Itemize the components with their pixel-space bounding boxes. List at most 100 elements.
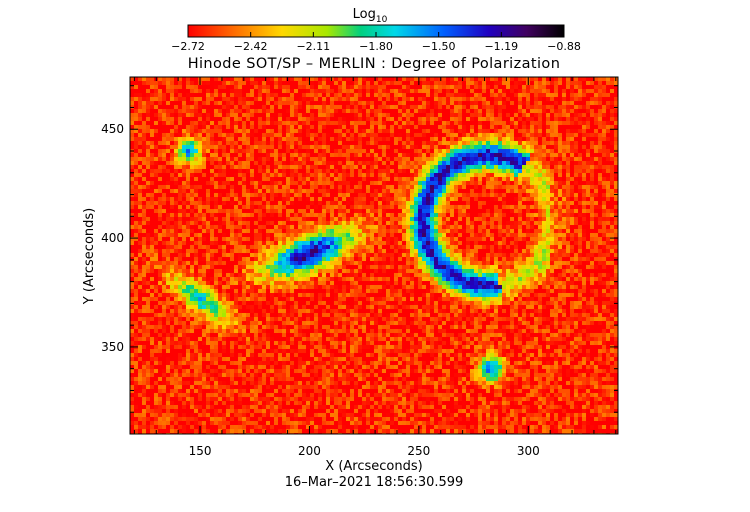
heatmap-cell xyxy=(482,237,487,242)
heatmap-cell xyxy=(458,237,463,242)
heatmap-cell xyxy=(262,217,267,222)
heatmap-cell xyxy=(586,133,591,138)
heatmap-cell xyxy=(414,145,419,150)
heatmap-cell xyxy=(190,193,195,198)
heatmap-cell xyxy=(390,81,395,86)
heatmap-cell xyxy=(346,213,351,218)
heatmap-cell xyxy=(250,105,255,110)
heatmap-cell xyxy=(418,141,423,146)
heatmap-cell xyxy=(326,233,331,238)
heatmap-cell xyxy=(342,117,347,122)
heatmap-cell xyxy=(382,97,387,102)
heatmap-cell xyxy=(426,97,431,102)
heatmap-cell xyxy=(226,197,231,202)
heatmap-cell xyxy=(274,125,279,130)
heatmap-cell xyxy=(502,137,507,142)
heatmap-cell xyxy=(426,137,431,142)
heatmap-cell xyxy=(262,81,267,86)
heatmap-cell xyxy=(414,125,419,130)
heatmap-cell xyxy=(558,225,563,230)
heatmap-cell xyxy=(490,89,495,94)
heatmap-cell xyxy=(382,129,387,134)
heatmap-cell xyxy=(274,81,279,86)
heatmap-cell xyxy=(350,125,355,130)
heatmap-cell xyxy=(602,125,607,130)
heatmap-cell xyxy=(474,181,479,186)
heatmap-cell xyxy=(310,105,315,110)
heatmap-cell xyxy=(550,193,555,198)
heatmap-cell xyxy=(214,209,219,214)
heatmap-cell xyxy=(270,85,275,90)
heatmap-cell xyxy=(146,221,151,226)
heatmap-cell xyxy=(202,141,207,146)
heatmap-cell xyxy=(594,189,599,194)
heatmap-cell xyxy=(290,225,295,230)
heatmap-cell xyxy=(282,185,287,190)
heatmap-cell xyxy=(598,217,603,222)
heatmap-cell xyxy=(178,169,183,174)
heatmap-cell xyxy=(342,221,347,226)
heatmap-cell xyxy=(574,81,579,86)
heatmap-cell xyxy=(538,93,543,98)
heatmap-cell xyxy=(438,233,443,238)
heatmap-cell xyxy=(594,113,599,118)
heatmap-cell xyxy=(418,233,423,238)
heatmap-cell xyxy=(290,161,295,166)
heatmap-cell xyxy=(270,133,275,138)
heatmap-cell xyxy=(362,229,367,234)
heatmap-cell xyxy=(238,105,243,110)
heatmap-cell xyxy=(338,89,343,94)
heatmap-cell xyxy=(338,217,343,222)
heatmap-cell xyxy=(174,217,179,222)
heatmap-cell xyxy=(442,141,447,146)
heatmap-cell xyxy=(154,193,159,198)
heatmap-cell xyxy=(550,221,555,226)
heatmap-cell xyxy=(446,181,451,186)
heatmap-cell xyxy=(226,145,231,150)
heatmap-cell xyxy=(294,237,299,242)
heatmap-cell xyxy=(438,145,443,150)
heatmap-cell xyxy=(266,193,271,198)
heatmap-cell xyxy=(362,117,367,122)
heatmap-cell xyxy=(410,209,415,214)
heatmap-cell xyxy=(218,233,223,238)
heatmap-cell xyxy=(470,177,475,182)
heatmap-cell xyxy=(574,189,579,194)
heatmap-cell xyxy=(446,169,451,174)
heatmap-cell xyxy=(426,229,431,234)
heatmap-cell xyxy=(186,85,191,90)
heatmap-cell xyxy=(438,113,443,118)
heatmap-cell xyxy=(194,133,199,138)
heatmap-cell xyxy=(550,225,555,230)
heatmap-cell xyxy=(458,185,463,190)
heatmap-cell xyxy=(306,197,311,202)
heatmap-cell xyxy=(182,121,187,126)
heatmap-cell xyxy=(274,129,279,134)
heatmap-cell xyxy=(206,189,211,194)
heatmap-cell xyxy=(530,113,535,118)
heatmap-cell xyxy=(182,89,187,94)
heatmap-cell xyxy=(314,177,319,182)
heatmap-cell xyxy=(594,129,599,134)
heatmap-cell xyxy=(378,177,383,182)
heatmap-cell xyxy=(558,189,563,194)
heatmap-cell xyxy=(506,133,511,138)
heatmap-cell xyxy=(190,149,195,154)
heatmap-cell xyxy=(494,85,499,90)
heatmap-cell xyxy=(350,169,355,174)
heatmap-cell xyxy=(470,217,475,222)
heatmap-cell xyxy=(610,161,615,166)
heatmap-cell xyxy=(458,169,463,174)
heatmap-cell xyxy=(138,181,143,186)
heatmap-cell xyxy=(370,221,375,226)
heatmap-cell xyxy=(510,181,515,186)
heatmap-cell xyxy=(194,173,199,178)
heatmap-cell xyxy=(322,185,327,190)
heatmap-cell xyxy=(402,165,407,170)
heatmap-cell xyxy=(326,133,331,138)
heatmap-cell xyxy=(162,233,167,238)
heatmap-cell xyxy=(454,145,459,150)
heatmap-cell xyxy=(162,201,167,206)
heatmap-cell xyxy=(466,85,471,90)
heatmap-cell xyxy=(382,105,387,110)
